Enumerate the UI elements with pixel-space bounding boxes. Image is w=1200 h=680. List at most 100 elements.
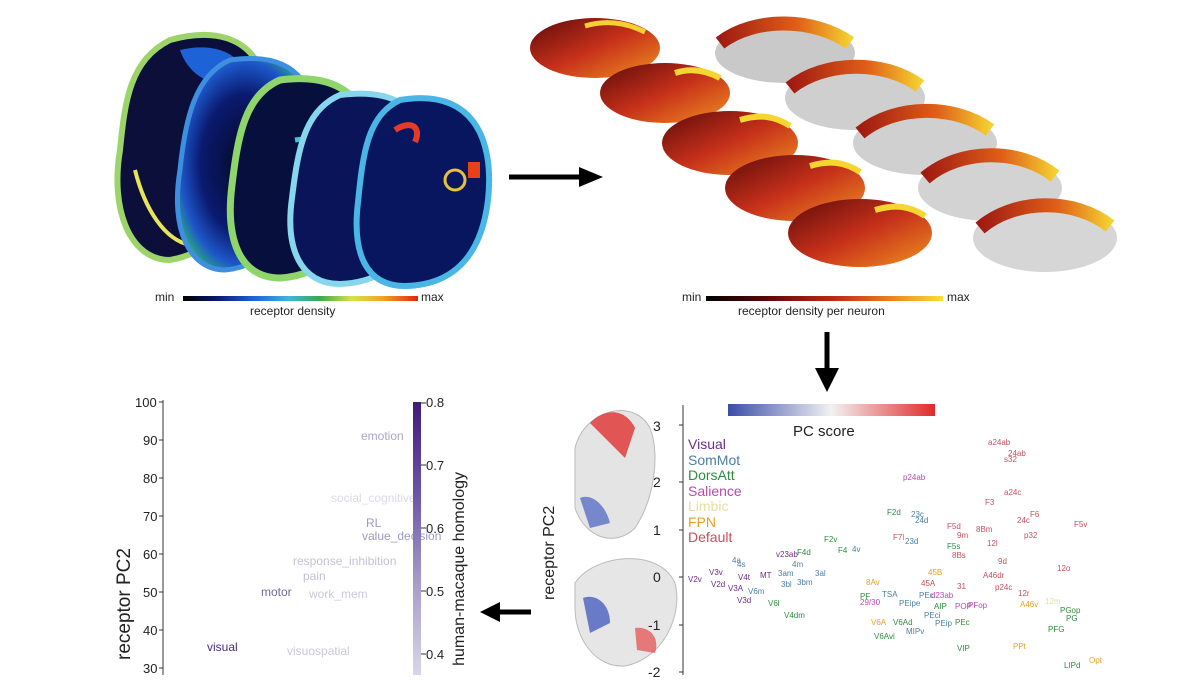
term-y-tick-90: 90 bbox=[143, 433, 158, 448]
area-label: F7l bbox=[893, 533, 905, 542]
area-label: 12m bbox=[1045, 597, 1061, 606]
area-label: F3 bbox=[985, 498, 995, 507]
term-y-tick-40: 40 bbox=[143, 623, 158, 638]
area-label: F2v bbox=[824, 535, 838, 544]
term-y-tick-100: 100 bbox=[135, 395, 157, 410]
area-label: PEipe bbox=[899, 599, 921, 608]
area-label: Opt bbox=[1089, 656, 1102, 665]
area-label: V4t bbox=[738, 573, 751, 582]
term-label: emotion bbox=[361, 428, 404, 443]
term-label: work_mem bbox=[309, 586, 368, 601]
area-label: 3am bbox=[778, 569, 794, 578]
down-arrow-icon bbox=[815, 332, 839, 392]
area-label: s32 bbox=[1004, 455, 1017, 464]
term-y-ticks bbox=[159, 401, 163, 669]
y-tick-neg1: -1 bbox=[648, 617, 661, 633]
area-label: V2d bbox=[711, 580, 726, 589]
area-label: 45A bbox=[921, 579, 936, 588]
homology-colorbar bbox=[413, 402, 421, 675]
area-label: 12l bbox=[987, 539, 998, 548]
area-label: V3v bbox=[709, 568, 723, 577]
area-label: PF bbox=[860, 592, 871, 601]
area-label: p24ab bbox=[903, 473, 926, 482]
area-label: v23ab bbox=[776, 550, 798, 559]
area-label: 3bm bbox=[797, 578, 813, 587]
lateral-brain-1 bbox=[530, 18, 660, 78]
area-label: 9m bbox=[957, 531, 969, 540]
colorbar-title-b: receptor density per neuron bbox=[738, 304, 885, 318]
area-label: V6l bbox=[768, 599, 780, 608]
area-label: V4dm bbox=[784, 611, 805, 620]
homology-tick-0.4: 0.4 bbox=[426, 647, 445, 662]
area-label: PFop bbox=[968, 601, 988, 610]
lateral-brain-5 bbox=[788, 199, 932, 267]
pc-brain-dorsal bbox=[574, 410, 656, 539]
area-label: MIPv bbox=[906, 627, 925, 636]
area-label: V2v bbox=[688, 575, 702, 584]
homology-tick-0.6: 0.6 bbox=[426, 521, 445, 536]
term-label: social_cognitive bbox=[331, 490, 416, 505]
term-y-tick-60: 60 bbox=[143, 547, 158, 562]
area-label: a24c bbox=[1004, 488, 1022, 497]
area-label: a24ab bbox=[988, 438, 1011, 447]
legend-dorsatt: DorsAtt bbox=[688, 467, 735, 483]
area-label: V6m bbox=[748, 587, 765, 596]
colorbar-min-label-b: min bbox=[682, 290, 702, 304]
area-label: 8Bm bbox=[976, 525, 993, 534]
term-label: response_inhibition bbox=[293, 553, 397, 568]
area-label: TSA bbox=[882, 590, 898, 599]
area-label: F5v bbox=[1074, 520, 1088, 529]
area-label: p24c bbox=[995, 583, 1013, 592]
area-label: 24c bbox=[1017, 516, 1030, 525]
area-label: 24ab bbox=[1008, 449, 1026, 458]
colorbar-gradient bbox=[183, 296, 418, 301]
area-label: POP bbox=[955, 602, 972, 611]
area-label: MT bbox=[760, 571, 772, 580]
y-tick-1: 1 bbox=[653, 522, 661, 538]
area-label: F4 bbox=[838, 546, 848, 555]
area-label: 12o bbox=[1057, 564, 1071, 573]
homology-colorbar-ticks bbox=[421, 402, 426, 655]
pc-score-colorbar-title: PC score bbox=[793, 423, 855, 440]
area-label: 12r bbox=[1018, 589, 1030, 598]
legend-limbic: Limbic bbox=[688, 498, 729, 514]
term-label: motor bbox=[261, 585, 292, 600]
legend-default: Default bbox=[688, 529, 733, 545]
area-label: A46v bbox=[1020, 600, 1039, 609]
area-label: 8Av bbox=[866, 578, 880, 587]
colorbar-min-label: min bbox=[155, 290, 175, 304]
area-label: 23c bbox=[911, 510, 924, 519]
colorbar-max-label-b: max bbox=[947, 290, 970, 304]
area-label: A46dr bbox=[983, 571, 1005, 580]
term-label: visuospatial bbox=[287, 644, 350, 659]
homology-tick-0.7: 0.7 bbox=[426, 458, 445, 473]
colorbar-title: receptor density bbox=[250, 304, 336, 318]
area-label: 29/30 bbox=[860, 598, 881, 607]
area-label: V6A bbox=[871, 618, 887, 627]
colorbar-gradient-b bbox=[706, 296, 943, 301]
area-label: AIP bbox=[934, 602, 947, 611]
area-label: PEc bbox=[955, 618, 970, 627]
area-label: V6Avi bbox=[874, 632, 895, 641]
term-y-tick-80: 80 bbox=[143, 471, 158, 486]
area-label: 45B bbox=[928, 568, 943, 577]
y-tick-3: 3 bbox=[653, 418, 661, 434]
legend-fpn: FPN bbox=[688, 513, 716, 530]
area-label: PGop bbox=[1060, 606, 1081, 615]
term-label: RL bbox=[366, 516, 382, 531]
y-tick-0: 0 bbox=[653, 569, 661, 585]
term-y-tick-50: 50 bbox=[143, 585, 158, 600]
y-ticks bbox=[679, 424, 683, 673]
term-label: pain bbox=[303, 568, 326, 583]
pc-brain-lateral bbox=[574, 558, 678, 667]
area-label: F5d bbox=[947, 522, 961, 531]
homology-tick-0.5: 0.5 bbox=[426, 584, 445, 599]
area-label: V3A bbox=[728, 584, 744, 593]
term-y-tick-70: 70 bbox=[143, 509, 158, 524]
colorbar-max-label: max bbox=[421, 290, 444, 304]
area-label: PFG bbox=[1048, 625, 1065, 634]
y-tick-2: 2 bbox=[653, 474, 661, 490]
area-label: PEc bbox=[919, 591, 934, 600]
area-label: F4d bbox=[797, 548, 811, 557]
